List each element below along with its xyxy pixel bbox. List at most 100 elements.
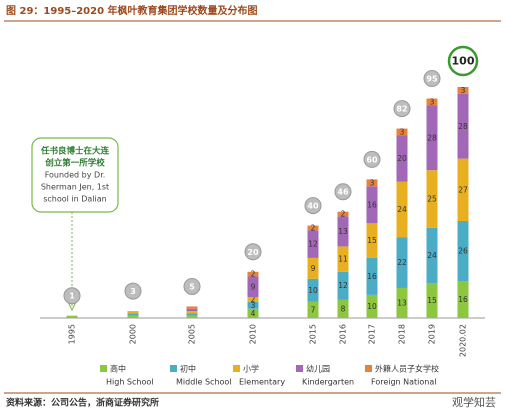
bar-segment <box>307 301 319 318</box>
data-label: 2 <box>341 210 346 219</box>
x-tick-label: 2018 <box>398 324 407 344</box>
data-label: 12 <box>338 281 348 290</box>
bar-segment <box>457 93 469 159</box>
data-label: 24 <box>397 205 407 214</box>
data-label: 3 <box>430 98 435 107</box>
annotation-line: school in Dalian <box>43 195 107 204</box>
data-label: 3 <box>461 86 466 95</box>
bar-segment <box>307 225 319 231</box>
legend-label: 初中 <box>180 364 196 374</box>
legend-label: 外籍人员子女学校 <box>375 364 439 374</box>
bar-segment <box>247 271 259 277</box>
data-label: 2 <box>311 223 316 232</box>
legend-swatch <box>296 365 303 372</box>
bar-segment <box>457 87 469 94</box>
bar-segment <box>426 98 438 106</box>
bar-segment <box>426 105 438 171</box>
annotation-line: Sherman Jen, 1st <box>41 183 109 192</box>
data-label: 15 <box>367 236 377 245</box>
total-badge <box>447 45 479 77</box>
bar-segment <box>247 301 259 309</box>
x-tick-label: 2005 <box>188 324 197 344</box>
legend-swatch <box>170 365 177 372</box>
bar-segment <box>307 230 319 258</box>
bar-segment <box>396 128 408 136</box>
legend-swatch <box>233 365 240 372</box>
data-label: 28 <box>427 133 437 142</box>
bar-segment <box>396 237 408 288</box>
legend-label-en: Foreign National <box>371 378 437 387</box>
x-tick-label: 1995 <box>68 324 77 344</box>
annotation-box <box>31 137 119 213</box>
data-label: 24 <box>427 251 437 260</box>
bar-segment <box>457 281 469 318</box>
total-badge <box>363 150 381 168</box>
bar-segment <box>66 315 78 318</box>
bar-segment <box>396 135 408 182</box>
total-badge <box>183 277 201 295</box>
bar-segment <box>366 294 378 318</box>
bar-segment <box>127 315 139 318</box>
bar-segment <box>186 306 198 309</box>
legend-label: 幼儿园 <box>306 364 330 374</box>
total-badge <box>244 243 262 261</box>
data-label: 13 <box>397 298 407 307</box>
x-tick-label: 2020.02 <box>459 324 468 357</box>
data-label: 26 <box>458 247 468 256</box>
bar-segment <box>337 246 349 272</box>
data-label: 16 <box>367 200 377 209</box>
data-label: 28 <box>458 122 468 131</box>
legend-label-en: Kindergarten <box>302 378 354 387</box>
data-label: 25 <box>427 195 437 204</box>
arrow-head <box>67 301 77 312</box>
data-label: 9 <box>311 264 316 273</box>
x-tick-label: 2016 <box>339 324 348 344</box>
bar-segment <box>426 283 438 318</box>
annotation-line: 任书良博士在大连 <box>40 146 110 157</box>
bar-segment <box>186 315 198 318</box>
legend-label: 高中 <box>110 364 126 374</box>
data-label: 2 <box>251 295 256 304</box>
data-label: 12 <box>308 240 318 249</box>
bar-segment <box>247 276 259 298</box>
x-tick-label: 2019 <box>428 324 437 344</box>
bar-segment <box>337 211 349 217</box>
bar-segment <box>426 227 438 284</box>
bar-segment <box>127 311 139 314</box>
bar-segment <box>337 299 349 318</box>
data-label: 15 <box>427 296 437 305</box>
x-tick-label: 2017 <box>368 324 377 344</box>
bar-segment <box>396 287 408 318</box>
bar-segment <box>247 297 259 302</box>
data-label: 10 <box>367 302 377 311</box>
data-label: 22 <box>397 258 407 267</box>
legend-label-en: Elementary <box>239 378 285 387</box>
watermark: 观学知芸 <box>452 395 496 409</box>
total-label: 40 <box>307 202 319 211</box>
data-label: 13 <box>338 227 348 236</box>
bar-segment <box>127 313 139 316</box>
total-label: 5 <box>189 282 195 291</box>
x-tick-label: 2000 <box>129 324 138 344</box>
x-tick-label: 2015 <box>309 324 318 344</box>
bar-segment <box>186 308 198 312</box>
total-badge <box>393 100 411 118</box>
total-label: 46 <box>337 188 349 197</box>
bar-segment <box>396 181 408 238</box>
legend-swatch <box>100 365 107 372</box>
x-tick-label: 2010 <box>249 324 258 344</box>
total-label: 60 <box>366 155 378 164</box>
data-label: 3 <box>370 178 375 187</box>
total-label: 82 <box>396 105 407 114</box>
source: 资料来源：公司公告，浙商证券研究所 <box>6 397 159 409</box>
bar-segment <box>337 216 349 247</box>
total-label: 20 <box>247 248 259 257</box>
data-label: 11 <box>338 255 348 264</box>
total-label: 100 <box>452 55 475 68</box>
annotation-line: Founded by Dr. <box>45 171 106 180</box>
data-label: 16 <box>367 272 377 281</box>
data-label: 9 <box>251 282 256 291</box>
bar-segment <box>457 220 469 282</box>
bar-segment <box>337 271 349 300</box>
